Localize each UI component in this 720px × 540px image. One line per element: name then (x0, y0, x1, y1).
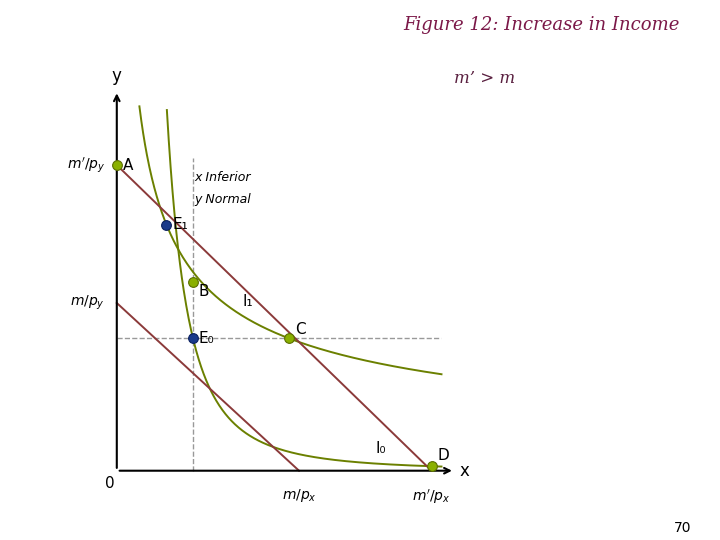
Text: D: D (438, 448, 449, 462)
Text: E₀: E₀ (199, 331, 215, 346)
Text: $m/p_x$: $m/p_x$ (282, 488, 317, 504)
Text: m’ > m: m’ > m (454, 70, 515, 87)
Text: I₁: I₁ (243, 294, 253, 308)
Text: I₀: I₀ (375, 441, 386, 456)
Text: y Normal: y Normal (194, 193, 251, 206)
Text: x: x (459, 462, 469, 480)
Text: 0: 0 (105, 476, 115, 491)
Text: $m/p_y$: $m/p_y$ (71, 294, 105, 312)
Text: C: C (295, 321, 306, 336)
Text: y: y (112, 67, 122, 85)
Text: $m'/p_y$: $m'/p_y$ (66, 156, 105, 175)
Text: A: A (122, 158, 133, 173)
Text: Figure 12: Increase in Income: Figure 12: Increase in Income (403, 16, 680, 34)
Text: B: B (199, 285, 210, 299)
Text: 70: 70 (674, 521, 691, 535)
Text: x Inferior: x Inferior (194, 171, 251, 184)
Text: E₁: E₁ (173, 217, 188, 232)
Text: $m'/p_x$: $m'/p_x$ (413, 488, 451, 505)
